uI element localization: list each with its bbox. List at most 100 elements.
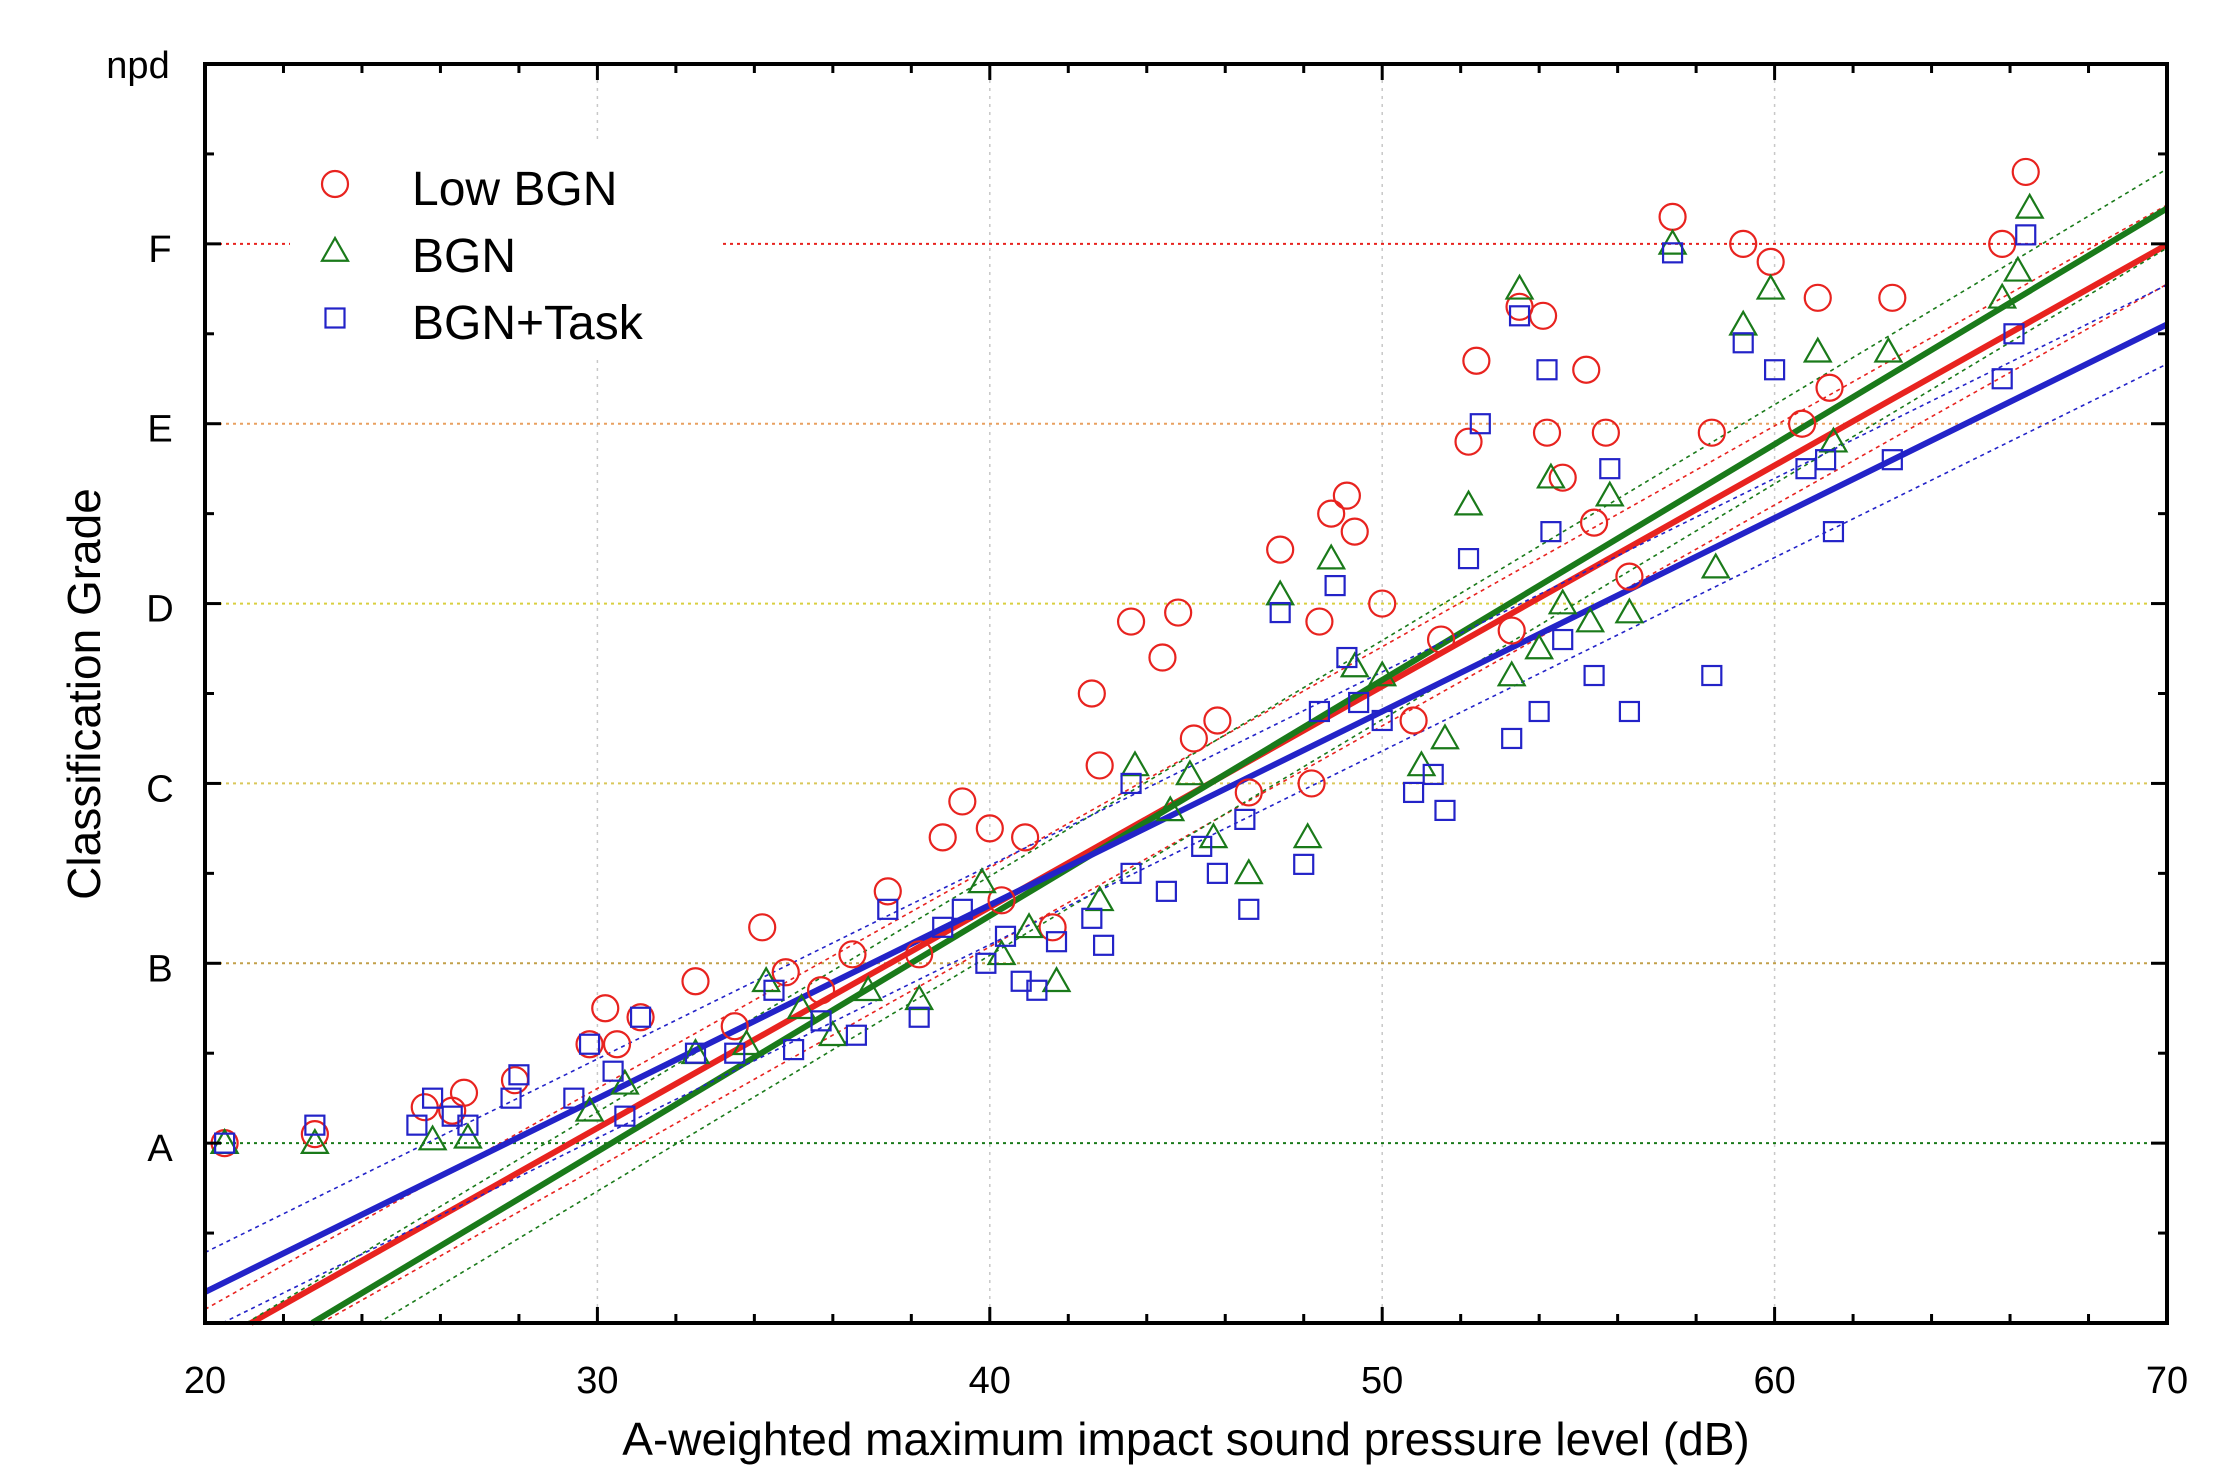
data-point-bgn-45 <box>1873 336 1904 363</box>
data-point-bgn-task-33 <box>1191 835 1213 857</box>
data-point-low-bgn-7 <box>591 994 620 1023</box>
data-point-bgn-task-38 <box>1293 853 1315 875</box>
data-point-low-bgn-21 <box>987 886 1016 915</box>
data-point-bgn-43 <box>1802 336 1833 363</box>
data-point-bgn-11 <box>853 975 884 1002</box>
data-point-bgn-38 <box>1614 597 1645 624</box>
data-point-bgn-12 <box>904 984 935 1011</box>
data-point-bgn-task-64 <box>1822 521 1845 543</box>
data-point-bgn-15 <box>1014 912 1044 939</box>
data-point-bgn-task-57 <box>1618 700 1641 723</box>
data-point-bgn-task-5 <box>457 1114 479 1136</box>
data-point-bgn-24 <box>1292 822 1323 849</box>
data-point-low-bgn-58 <box>1815 373 1844 402</box>
data-point-bgn-9 <box>786 993 817 1020</box>
data-point-bgn-31 <box>1496 660 1527 687</box>
x-tick-label-40: 40 <box>969 1360 1011 1402</box>
legend-marker-bgn-task <box>324 307 346 329</box>
data-point-low-bgn-20 <box>975 814 1004 843</box>
data-point-bgn-2 <box>417 1124 448 1151</box>
y-tick-label-e: E <box>147 409 172 451</box>
data-point-bgn-41 <box>1728 309 1759 336</box>
data-point-bgn-task-21 <box>932 916 954 938</box>
data-point-low-bgn-8 <box>602 1030 632 1059</box>
data-point-low-bgn-25 <box>1085 751 1114 780</box>
data-point-low-bgn-42 <box>1462 346 1491 375</box>
data-point-low-bgn-49 <box>1579 508 1609 537</box>
data-point-bgn-task-13 <box>684 1042 707 1064</box>
data-point-bgn-task-50 <box>1508 305 1531 327</box>
data-point-bgn-22 <box>1233 858 1264 885</box>
data-point-low-bgn-38 <box>1368 589 1397 618</box>
data-point-bgn-task-54 <box>1552 628 1574 651</box>
confidence-band-upper-bgn <box>245 168 2168 1324</box>
data-point-bgn-task-51 <box>1528 700 1550 723</box>
data-point-bgn-task-61 <box>1763 359 1786 381</box>
data-point-bgn-task-45 <box>1422 763 1444 786</box>
data-point-bgn-27 <box>1367 660 1398 687</box>
data-point-bgn-task-42 <box>1348 691 1370 714</box>
data-point-bgn-task-47 <box>1457 548 1480 570</box>
data-point-low-bgn-19 <box>948 787 977 816</box>
data-point-low-bgn-24 <box>1077 679 1106 708</box>
data-point-bgn-task-10 <box>602 1060 624 1082</box>
data-point-bgn-task-23 <box>975 952 997 974</box>
data-point-bgn-task-12 <box>629 1006 652 1028</box>
data-point-bgn-25 <box>1316 543 1347 570</box>
data-point-low-bgn-36 <box>1332 481 1361 510</box>
reference-lines <box>205 242 2167 1145</box>
data-point-bgn-7 <box>731 1029 762 1056</box>
y-tick-label-npd: npd <box>106 45 169 87</box>
data-point-bgn-task-65 <box>1881 449 1903 471</box>
grid-layer <box>596 64 1776 1323</box>
x-axis-label: A-weighted maximum impact sound pressure… <box>622 1413 1749 1465</box>
data-point-low-bgn-46 <box>1532 418 1562 447</box>
data-point-bgn-33 <box>1524 633 1555 660</box>
data-point-bgn-task-53 <box>1540 521 1562 543</box>
y-tick-label-f: F <box>148 229 171 271</box>
data-point-bgn-task-67 <box>2003 323 2025 345</box>
data-point-bgn-task-37 <box>1269 601 1291 624</box>
data-point-low-bgn-23 <box>1038 913 1067 942</box>
data-point-bgn-19 <box>1155 795 1186 822</box>
data-point-low-bgn-15 <box>838 940 867 969</box>
data-point-bgn-task-66 <box>1991 368 2013 390</box>
data-point-bgn-task-35 <box>1234 808 1256 831</box>
data-point-bgn-task-20 <box>908 1006 930 1028</box>
data-point-bgn-13 <box>967 867 997 894</box>
data-point-low-bgn-54 <box>1729 229 1758 258</box>
data-point-bgn-task-40 <box>1324 574 1346 597</box>
data-point-low-bgn-41 <box>1454 427 1483 456</box>
data-point-bgn-task-19 <box>877 898 899 920</box>
data-point-bgn-48 <box>2014 192 2045 219</box>
x-tick-label-70: 70 <box>2146 1360 2188 1402</box>
data-point-bgn-4 <box>574 1095 605 1122</box>
y-tick-label-a: A <box>147 1128 173 1170</box>
data-point-bgn-task-43 <box>1371 709 1393 732</box>
data-point-bgn-46 <box>1987 282 2018 309</box>
data-point-bgn-16 <box>1041 966 1072 993</box>
data-point-bgn-task-15 <box>763 979 785 1001</box>
data-point-bgn-18 <box>1120 750 1150 777</box>
data-point-bgn-task-58 <box>1661 242 1684 264</box>
data-point-bgn-task-49 <box>1501 727 1523 750</box>
legend-mask <box>290 140 720 360</box>
data-point-bgn-task-6 <box>500 1087 522 1109</box>
data-point-bgn-task-18 <box>845 1024 867 1046</box>
data-point-bgn-task-9 <box>578 1033 601 1055</box>
data-point-low-bgn-31 <box>1234 778 1263 807</box>
data-point-bgn-task-29 <box>1092 934 1115 956</box>
data-point-bgn-28 <box>1406 750 1437 777</box>
data-point-low-bgn-1 <box>300 1120 329 1149</box>
data-point-bgn-5 <box>609 1068 640 1095</box>
data-point-bgn-task-27 <box>1045 931 1068 953</box>
x-tick-label-30: 30 <box>576 1360 618 1402</box>
y-tick-label-b: B <box>147 948 172 990</box>
data-point-bgn-21 <box>1198 822 1229 849</box>
data-point-bgn-task-11 <box>614 1105 636 1127</box>
data-point-low-bgn-59 <box>1878 283 1907 312</box>
data-point-bgn-26 <box>1339 651 1370 678</box>
data-point-low-bgn-43 <box>1497 616 1526 645</box>
x-tick-label-60: 60 <box>1753 1360 1795 1402</box>
legend-label-bgn-task: BGN+Task <box>412 297 644 350</box>
